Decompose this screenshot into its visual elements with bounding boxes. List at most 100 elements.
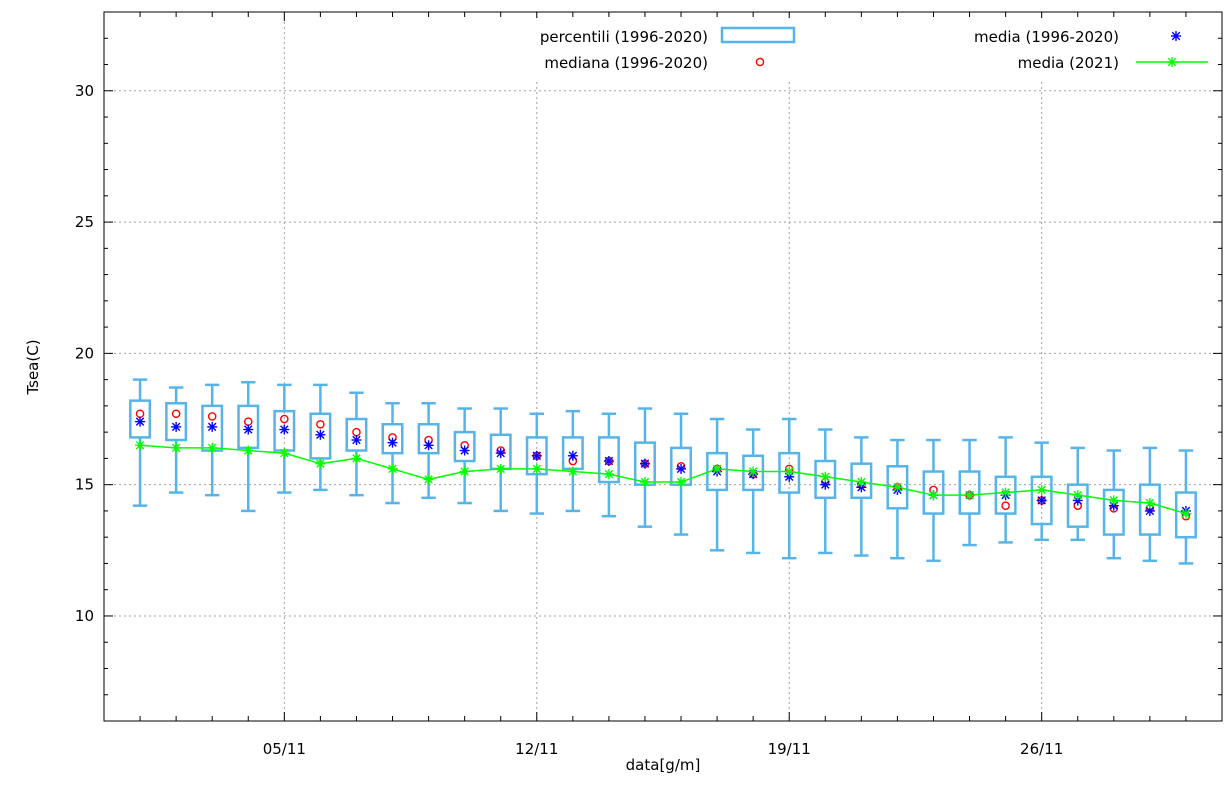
box-iqr (453, 430, 476, 463)
media-2021-point (856, 477, 867, 488)
star-stroke-d2 (171, 443, 181, 453)
media-2021-point (928, 490, 939, 501)
y-tick-label: 25 (75, 213, 94, 231)
star-stroke-d2 (1109, 496, 1119, 505)
star-stroke-d2 (496, 448, 505, 458)
media-2021-point (1000, 487, 1011, 498)
media-2021-point (639, 477, 650, 488)
y-tick-label: 30 (75, 82, 94, 100)
star-stroke-d2 (388, 464, 397, 474)
star-stroke-d2 (1001, 488, 1010, 497)
media-2021-point (964, 490, 975, 501)
legend-media-star (1171, 31, 1181, 41)
media-2021-point (243, 445, 254, 456)
media-point (387, 437, 398, 448)
star-stroke-d2 (1145, 498, 1155, 508)
media-point (676, 463, 687, 474)
star-stroke-d2 (316, 459, 325, 468)
media-2021-point (784, 466, 795, 477)
y-tick-label: 15 (75, 476, 94, 494)
box-day-9 (417, 402, 440, 500)
media-2021-point (1036, 484, 1047, 495)
media-2021-point (1072, 490, 1083, 501)
box-day-17 (706, 417, 729, 552)
media-2021-point (495, 463, 506, 474)
box-iqr (1138, 483, 1161, 536)
box-day-14 (597, 412, 620, 518)
media-2021-point (676, 477, 687, 488)
axis-ticks: 10 15 20 25 30 05/11 12/11 19/11 26/11 (75, 11, 1222, 758)
star-stroke-d2 (244, 446, 253, 455)
box-day-19 (778, 417, 801, 560)
star-stroke-d2 (532, 451, 542, 461)
x-tick-label: 26/11 (1020, 740, 1063, 758)
box-iqr (814, 459, 837, 500)
box-iqr (706, 451, 729, 492)
box-iqr (417, 423, 440, 455)
box-day-18 (742, 428, 765, 555)
media-2021-point (1180, 508, 1191, 519)
box-iqr (742, 454, 765, 492)
star-stroke-d2 (532, 464, 542, 474)
box-day-29 (1138, 446, 1161, 563)
box-iqr (958, 470, 981, 515)
media-2021-point (603, 469, 614, 480)
star-stroke-d2 (1037, 485, 1046, 495)
box-day-20 (814, 428, 837, 555)
box-iqr (886, 465, 909, 510)
box-day-23 (922, 438, 945, 563)
box-day-24 (958, 438, 981, 547)
media-2021-point (279, 448, 290, 459)
legend: percentili (1996-2020) mediana (1996-202… (440, 18, 1208, 80)
media-2021-point (171, 442, 182, 453)
star-stroke-d2 (424, 475, 433, 484)
x-axis-title: data[g/m] (626, 756, 701, 774)
star-stroke-d2 (496, 464, 505, 474)
star-stroke-d2 (352, 454, 361, 463)
star-stroke-d2 (244, 425, 253, 434)
box-day-28 (1102, 449, 1125, 560)
star-stroke-d2 (207, 422, 217, 432)
media-point (820, 479, 831, 490)
star-stroke-d2 (604, 456, 614, 466)
plot-frame (103, 11, 1223, 722)
media-point (423, 440, 434, 451)
mediana-point (280, 414, 289, 424)
media-2021-point (892, 482, 903, 493)
star-stroke-d2 (424, 441, 433, 450)
x-tick-label: 19/11 (768, 740, 811, 758)
media-2021-line (140, 444, 1187, 515)
star-stroke-d2 (352, 435, 361, 445)
box-iqr (525, 436, 548, 476)
box-iqr (345, 417, 368, 452)
box-day-30 (1174, 449, 1197, 565)
star-stroke-d2 (388, 438, 397, 447)
x-tick-label: 12/11 (515, 740, 558, 758)
media-point (567, 450, 578, 461)
star-stroke-d2 (1181, 509, 1191, 518)
media-point (207, 421, 218, 432)
star-stroke-d2 (568, 467, 578, 476)
star-stroke-d2 (1073, 490, 1082, 500)
star-stroke-d2 (712, 464, 722, 474)
mediana-point (316, 419, 325, 429)
media-point (531, 450, 542, 461)
star-stroke-d2 (1145, 506, 1155, 516)
media-2021-point (351, 453, 362, 464)
star-stroke-d2 (676, 464, 686, 474)
media-2021-point (1108, 495, 1119, 506)
legend-2021-star (1167, 57, 1177, 67)
media-2021-point (567, 466, 578, 477)
star-stroke-d2 (1167, 57, 1177, 67)
media-2021-point (387, 463, 398, 474)
mediana-point (171, 409, 181, 419)
box-iqr (381, 423, 404, 455)
media-2021-point (820, 471, 831, 482)
mediana-point (207, 412, 217, 421)
box-day-21 (850, 436, 873, 557)
media-point (135, 416, 146, 427)
x-tick-label: 05/11 (263, 740, 306, 758)
box-day-15 (633, 407, 656, 528)
